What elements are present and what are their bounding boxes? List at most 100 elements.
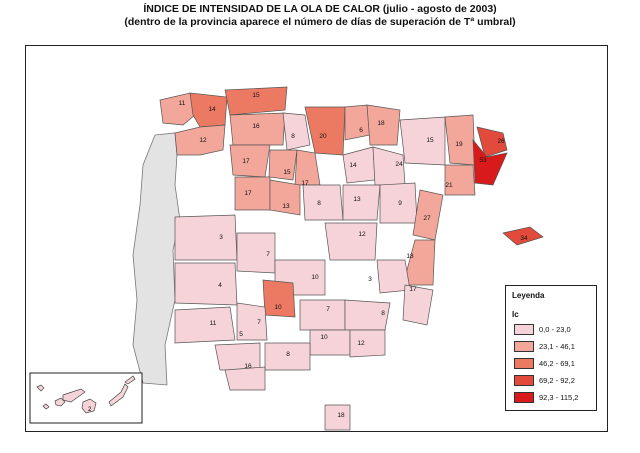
canary-island <box>62 388 86 403</box>
province-area <box>344 104 371 141</box>
legend-swatch <box>514 392 534 403</box>
province-days-label: 12 <box>357 340 365 347</box>
province-days-label: 8 <box>291 133 295 140</box>
legend-item-label: 92,3 - 115,2 <box>539 393 579 402</box>
province-days-label: 15 <box>252 92 260 99</box>
province-days-label: 3 <box>219 234 223 241</box>
province-area <box>174 306 236 344</box>
province-area <box>444 164 476 196</box>
province-area <box>299 299 346 331</box>
province-area <box>174 124 226 156</box>
legend-item-label: 46,2 - 69,1 <box>539 359 575 368</box>
canary-days-label: 2 <box>88 407 92 413</box>
canary-islands-inset <box>29 372 143 424</box>
province-days-label: 26 <box>497 138 505 145</box>
province-area <box>159 92 196 126</box>
province-area <box>224 366 266 391</box>
province-days-label: 4 <box>218 282 222 289</box>
province-area <box>324 222 378 261</box>
legend-item: 69,2 - 92,2 <box>514 374 575 387</box>
province-days-label: 14 <box>208 106 216 113</box>
province-days-label: 34 <box>520 235 528 242</box>
province-area <box>502 226 544 246</box>
province-area <box>264 342 311 371</box>
province-area <box>476 126 508 158</box>
province-area <box>229 112 286 146</box>
province-days-label: 11 <box>179 100 186 107</box>
province-days-label: 8 <box>381 310 385 317</box>
province-area <box>349 329 386 358</box>
province-days-label: 17 <box>242 158 250 165</box>
province-area <box>324 404 351 431</box>
province-days-label: 53 <box>479 157 487 164</box>
province-area <box>214 342 261 371</box>
province-days-label: 10 <box>274 304 282 311</box>
province-days-label: 11 <box>210 320 217 327</box>
province-days-label: 24 <box>395 161 403 168</box>
legend-item-label: 23,1 - 46,1 <box>539 342 575 351</box>
province-area <box>236 302 268 341</box>
province-days-label: 8 <box>286 351 290 358</box>
province-days-label: 12 <box>358 231 366 238</box>
province-days-label: 17 <box>409 286 417 293</box>
legend-item-label: 0,0 - 23,0 <box>539 325 571 334</box>
province-area <box>268 149 298 181</box>
province-days-label: 17 <box>301 180 309 187</box>
province-days-label: 15 <box>283 169 291 176</box>
province-area <box>366 104 401 146</box>
legend-item: 92,3 - 115,2 <box>514 391 578 404</box>
legend-swatch <box>514 358 534 369</box>
province-days-label: 7 <box>257 319 261 326</box>
provinces-layer <box>159 86 544 431</box>
province-days-label: 9 <box>398 200 402 207</box>
map-frame <box>25 45 608 432</box>
province-days-label: 10 <box>311 274 319 281</box>
canary-island <box>108 383 129 407</box>
province-days-label: 20 <box>319 133 327 140</box>
province-days-label: 10 <box>320 334 328 341</box>
province-days-label: 12 <box>199 137 207 144</box>
province-area <box>282 112 311 151</box>
province-area <box>399 116 446 166</box>
province-days-label: 18 <box>406 253 414 260</box>
province-days-label: 14 <box>349 162 357 169</box>
legend: Leyenda Ic 0,0 - 23,0 23,1 - 46,1 46,2 -… <box>505 285 597 411</box>
province-area <box>302 184 344 221</box>
province-area <box>304 106 346 156</box>
legend-swatch <box>514 375 534 386</box>
canary-island <box>54 397 66 407</box>
province-days-label: 13 <box>353 196 361 203</box>
map-subtitle: (dentro de la provincia aparece el númer… <box>124 16 516 28</box>
province-days-label: 27 <box>423 215 431 222</box>
province-area <box>309 329 351 356</box>
province-days-label: 6 <box>359 127 363 134</box>
province-days-label: 18 <box>377 120 385 127</box>
province-area <box>444 114 476 166</box>
province-area <box>224 86 288 116</box>
canary-islands: 2 <box>36 375 136 414</box>
province-days-label: 5 <box>239 331 243 338</box>
province-area <box>342 184 381 221</box>
legend-swatch <box>514 324 534 335</box>
canary-island <box>124 375 136 385</box>
legend-item: 23,1 - 46,1 <box>514 340 575 353</box>
legend-item: 0,0 - 23,0 <box>514 323 571 336</box>
province-area <box>174 214 238 261</box>
legend-item: 46,2 - 69,1 <box>514 357 575 370</box>
canary-island <box>36 384 45 392</box>
legend-title: Leyenda <box>512 291 545 300</box>
province-days-label: 7 <box>326 306 330 313</box>
province-days-label: 18 <box>337 412 345 419</box>
canary-island <box>81 398 97 414</box>
legend-item-label: 69,2 - 92,2 <box>539 376 575 385</box>
province-area <box>262 279 296 318</box>
map-title: ÍNDICE DE INTENSIDAD DE LA OLA DE CALOR … <box>143 3 497 15</box>
province-days-label: 13 <box>282 203 290 210</box>
province-area <box>269 179 301 216</box>
province-area <box>234 176 271 211</box>
province-days-label: 16 <box>252 123 260 130</box>
province-days-label: 8 <box>317 200 321 207</box>
province-days-label: 21 <box>445 182 453 189</box>
